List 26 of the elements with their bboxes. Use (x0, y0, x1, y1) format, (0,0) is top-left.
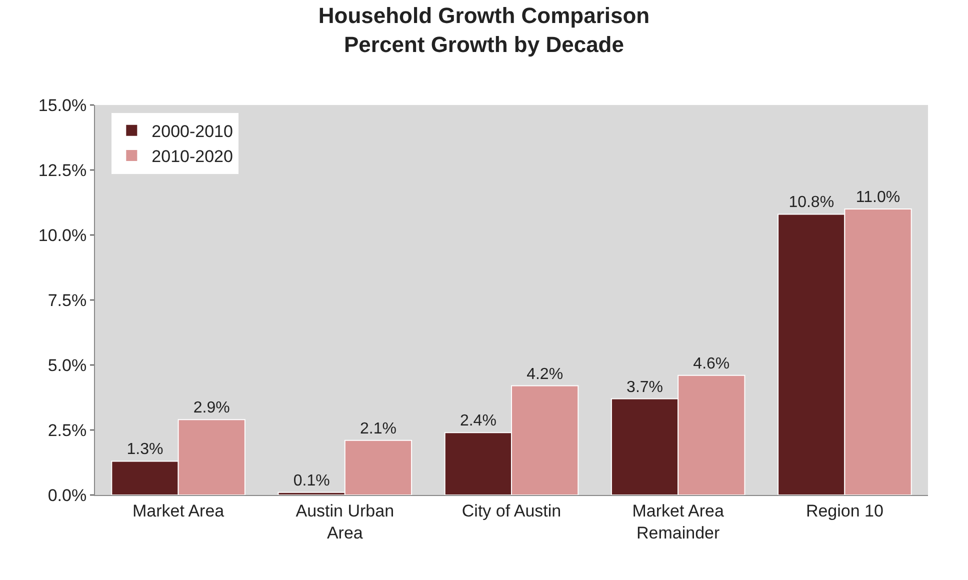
x-tick-label: City of Austin (462, 501, 562, 520)
data-label: 3.7% (626, 378, 664, 396)
data-label: 10.8% (788, 194, 834, 212)
y-tick-label: 7.5% (48, 290, 87, 310)
data-label: 2.4% (460, 412, 496, 430)
x-tick-label: Market Area Remainder (632, 501, 724, 542)
chart-title: Household Growth Comparison (318, 3, 650, 28)
y-tick-label: 12.5% (38, 160, 87, 180)
data-label: 1.3% (126, 441, 164, 458)
y-tick-label: 5.0% (48, 356, 87, 375)
y-tick-label: 2.5% (48, 420, 87, 440)
y-tick-label: 10.0% (38, 226, 87, 245)
chart-subtitle: Percent Growth by Decade (344, 32, 624, 57)
x-tick-label: Austin Urban Area (296, 501, 394, 542)
y-tick-label: 0.0% (48, 486, 87, 505)
x-tick-label: Region 10 (806, 501, 884, 520)
data-label: 4.2% (526, 366, 564, 383)
legend-label: 2000-2010 (152, 122, 233, 141)
data-label: 4.6% (693, 355, 730, 372)
x-tick-label: Market Area (132, 501, 225, 520)
y-tick-label: 15.0% (38, 96, 87, 115)
legend-label: 2010-2020 (152, 147, 233, 166)
data-label: 0.1% (293, 472, 330, 490)
data-label: 2.1% (360, 420, 396, 438)
data-label: 2.9% (193, 400, 230, 417)
data-label: 11.0% (856, 189, 900, 206)
